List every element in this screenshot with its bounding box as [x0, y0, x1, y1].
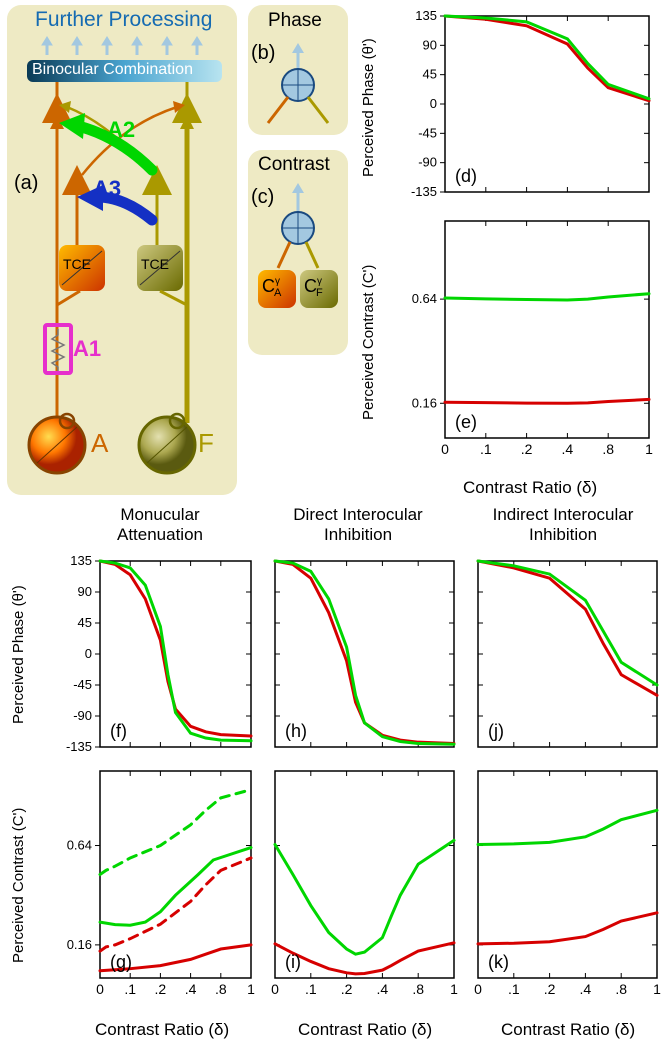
svg-text:.8: .8	[215, 981, 227, 997]
svg-text:-90: -90	[73, 708, 92, 723]
svg-text:.1: .1	[480, 441, 492, 457]
svg-text:.4: .4	[562, 441, 574, 457]
chart-e: 0.16 0.64 0 .1 .2 .4 .8 1 (e)	[405, 215, 655, 460]
chart-d: -135 -90 -45 0 45 90 135 (d)	[405, 10, 655, 200]
svg-text:.4: .4	[185, 981, 197, 997]
svg-text:1: 1	[247, 981, 255, 997]
a1-label: A1	[73, 336, 101, 362]
ca-label: CγA	[262, 276, 287, 297]
chart-i-xlabel: Contrast Ratio (δ)	[298, 1020, 432, 1040]
chart-g-ylabel: Perceived Contrast (C')	[10, 775, 27, 995]
svg-text:0: 0	[96, 981, 104, 997]
svg-text:.1: .1	[305, 981, 317, 997]
phase-title: Phase	[268, 10, 322, 32]
svg-text:(g): (g)	[110, 952, 132, 972]
svg-text:(j): (j)	[488, 721, 504, 741]
svg-text:90: 90	[78, 584, 92, 599]
binoc-label: Binocular Combination	[32, 61, 193, 79]
cf-label: CγF	[304, 276, 329, 297]
svg-text:.1: .1	[508, 981, 520, 997]
chart-k: 0 .1 .2 .4 .8 1 (k)	[468, 765, 663, 1000]
tce-f-label: TCE	[141, 256, 169, 272]
svg-text:-90: -90	[418, 155, 437, 170]
chart-g-xlabel: Contrast Ratio (δ)	[95, 1020, 229, 1040]
svg-text:0: 0	[441, 441, 449, 457]
svg-text:.4: .4	[580, 981, 592, 997]
diagram-c-svg	[248, 150, 348, 355]
svg-text:(f): (f)	[110, 721, 127, 741]
svg-text:.8: .8	[412, 981, 424, 997]
svg-text:.2: .2	[544, 981, 556, 997]
svg-text:(h): (h)	[285, 721, 307, 741]
svg-text:90: 90	[423, 37, 437, 52]
svg-text:.4: .4	[377, 981, 389, 997]
a2-label: A2	[107, 117, 135, 143]
svg-text:-45: -45	[418, 125, 437, 140]
col2-title: Direct Interocular Inhibition	[258, 505, 458, 545]
chart-h: (h)	[265, 555, 460, 755]
svg-text:(k): (k)	[488, 952, 509, 972]
chart-f-ylabel: Perceived Phase (θ')	[10, 560, 27, 750]
svg-text:(i): (i)	[285, 952, 301, 972]
svg-text:0: 0	[430, 96, 437, 111]
svg-text:0: 0	[271, 981, 279, 997]
svg-text:(e): (e)	[455, 412, 477, 432]
svg-text:.2: .2	[155, 981, 167, 997]
tce-a-label: TCE	[63, 256, 91, 272]
svg-text:.8: .8	[602, 441, 614, 457]
further-processing-title: Further Processing	[35, 8, 212, 32]
chart-d-ylabel: Perceived Phase (θ')	[360, 20, 377, 195]
svg-text:.1: .1	[124, 981, 136, 997]
chart-e-xlabel: Contrast Ratio (δ)	[463, 478, 597, 498]
chart-j: (j)	[468, 555, 663, 755]
chart-i: 0 .1 .2 .4 .8 1 (i)	[265, 765, 460, 1000]
panel-b-letter: (b)	[251, 42, 275, 65]
a3-label: A3	[93, 176, 121, 202]
chart-g: 0.16 0.64 0 .1 .2 .4 .8 1 (g)	[62, 765, 257, 1000]
svg-text:1: 1	[450, 981, 458, 997]
panel-c-letter: (c)	[251, 186, 274, 209]
svg-text:1: 1	[645, 441, 653, 457]
svg-text:135: 135	[70, 555, 92, 568]
svg-text:0: 0	[474, 981, 482, 997]
svg-text:(d): (d)	[455, 166, 477, 186]
svg-text:1: 1	[653, 981, 661, 997]
svg-text:45: 45	[78, 615, 92, 630]
svg-text:.2: .2	[521, 441, 533, 457]
svg-text:0.16: 0.16	[412, 395, 437, 410]
svg-text:-135: -135	[66, 739, 92, 754]
eye-f-label: F	[198, 428, 214, 459]
chart-k-xlabel: Contrast Ratio (δ)	[501, 1020, 635, 1040]
svg-text:0: 0	[85, 646, 92, 661]
contrast-title: Contrast	[258, 154, 330, 176]
chart-e-ylabel: Perceived Contrast (C')	[360, 232, 377, 452]
svg-text:45: 45	[423, 67, 437, 82]
svg-text:-135: -135	[411, 184, 437, 199]
svg-text:135: 135	[415, 10, 437, 23]
eye-a-label: A	[91, 428, 108, 459]
chart-f: -135 -90 -45 0 45 90 135 (f)	[62, 555, 257, 755]
svg-text:-45: -45	[73, 677, 92, 692]
svg-text:.2: .2	[341, 981, 353, 997]
svg-text:.8: .8	[615, 981, 627, 997]
svg-text:0.64: 0.64	[67, 838, 92, 853]
svg-text:0.16: 0.16	[67, 937, 92, 952]
col1-title: Monucular Attenuation	[70, 505, 250, 545]
panel-a-letter: (a)	[14, 172, 38, 195]
svg-text:0.64: 0.64	[412, 291, 437, 306]
col3-title: Indirect Interocular Inhibition	[458, 505, 664, 545]
